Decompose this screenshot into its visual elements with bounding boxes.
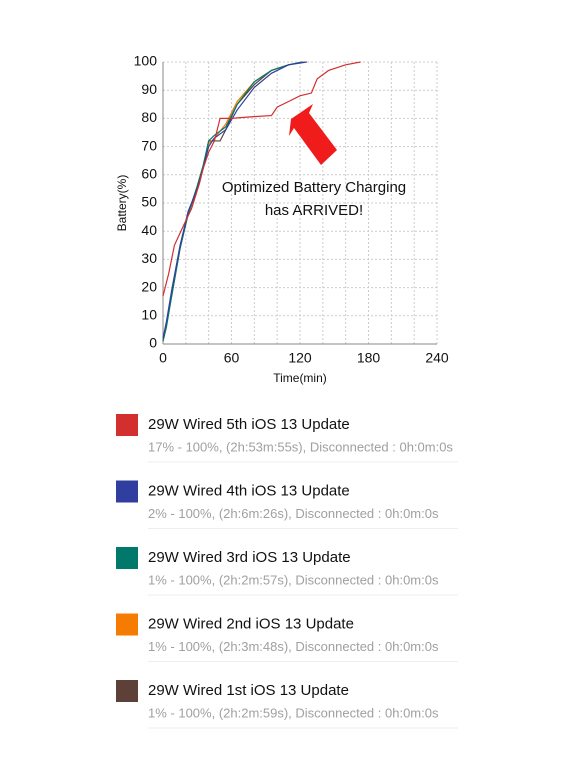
legend-detail: 17% - 100%, (2h:53m:55s), Disconnected :… [148, 439, 453, 454]
x-axis-label: Time(min) [273, 371, 327, 385]
legend-swatch [116, 480, 138, 503]
legend-swatch [116, 613, 138, 636]
x-tick-label: 60 [224, 350, 240, 366]
annotation: has ARRIVED! [265, 202, 363, 219]
legend-name: 29W Wired 4th iOS 13 Update [148, 482, 350, 499]
legend-item: 29W Wired 4th iOS 13 Update 2% - 100%, (2… [116, 480, 458, 529]
y-tick-label: 10 [141, 307, 157, 323]
legend-name: 29W Wired 5th iOS 13 Update [148, 416, 350, 433]
legend-detail: 1% - 100%, (2h:2m:57s), Disconnected : 0… [148, 572, 439, 587]
y-tick-label: 0 [149, 335, 157, 351]
y-axis-label: Battery(%) [115, 175, 129, 232]
y-tick-label: 60 [141, 166, 157, 182]
line-series [162, 61, 303, 342]
y-tick-label: 100 [134, 53, 158, 69]
arrow [289, 104, 337, 165]
y-tick-label: 40 [141, 222, 157, 238]
legend-swatch [116, 547, 138, 569]
legend-detail: 1% - 100%, (2h:3m:48s), Disconnected : 0… [148, 639, 439, 654]
plot: 0 10 20 30 40 50 60 70 80 90 100 0 60 120 180 240 29W Wi… [116, 53, 458, 729]
legend-detail: 1% - 100%, (2h:2m:59s), Disconnected : 0… [148, 705, 439, 720]
y-tick-label: 30 [141, 250, 157, 266]
legend-swatch [116, 680, 138, 702]
legend-item: 29W Wired 1st iOS 13 Update 1% - 100%, (2… [116, 680, 458, 729]
annotation: Optimized Battery Charging [222, 179, 406, 196]
y-tick-label: 80 [141, 109, 157, 125]
legend-item: 29W Wired 3rd iOS 13 Update 1% - 100%, (2… [116, 547, 458, 596]
y-tick-label: 50 [141, 194, 157, 210]
legend-item: 29W Wired 5th iOS 13 Update 17% - 100%, (… [116, 414, 458, 463]
legend-name: 29W Wired 3rd iOS 13 Update [148, 549, 351, 566]
y-tick-label: 20 [141, 278, 157, 294]
x-tick-label: 240 [425, 350, 449, 366]
x-tick-label: 0 [159, 350, 167, 366]
x-tick-label: 120 [288, 350, 312, 366]
legend-name: 29W Wired 1st iOS 13 Update [148, 682, 349, 699]
y-tick-label: 90 [141, 81, 157, 97]
legend-detail: 2% - 100%, (2h:6m:26s), Disconnected : 0… [148, 506, 439, 521]
y-tick-label: 70 [141, 137, 157, 153]
legend-item: 29W Wired 2nd iOS 13 Update 1% - 100%, (2… [116, 613, 458, 662]
line-series [162, 61, 307, 339]
line-series [162, 61, 361, 297]
legend-name: 29W Wired 2nd iOS 13 Update [148, 615, 354, 632]
legend-swatch [116, 414, 138, 436]
x-tick-label: 180 [357, 350, 381, 366]
